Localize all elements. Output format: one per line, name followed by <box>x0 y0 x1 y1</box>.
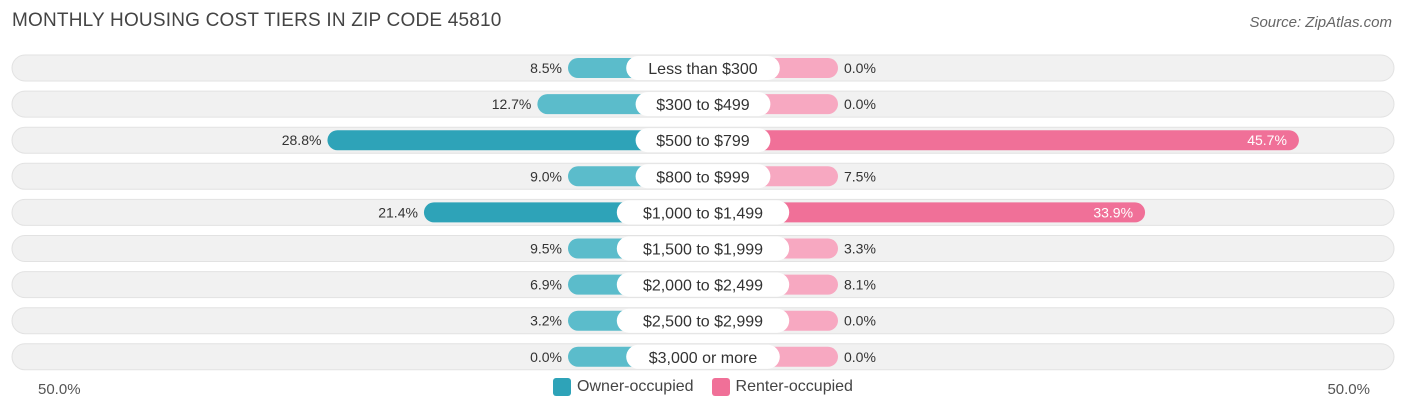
category-label: $500 to $799 <box>656 133 750 150</box>
value-label-renter: 7.5% <box>844 168 876 184</box>
value-label-owner: 9.5% <box>530 241 562 257</box>
bar-owner <box>327 130 703 151</box>
legend-label-renter: Renter-occupied <box>735 378 853 395</box>
category-pill <box>635 92 771 117</box>
value-label-owner: 6.9% <box>530 277 562 293</box>
value-label-owner: 9.0% <box>530 168 562 184</box>
category-label: $300 to $499 <box>656 97 750 114</box>
value-label-renter: 8.1% <box>844 277 876 293</box>
value-label-owner: 8.5% <box>530 60 562 76</box>
value-label-renter: 0.0% <box>844 349 876 365</box>
category-pill <box>626 56 780 80</box>
value-label-owner: 28.8% <box>282 132 322 148</box>
category-pill <box>616 308 790 333</box>
category-label: $1,500 to $1,999 <box>643 242 763 259</box>
value-label-renter: 0.0% <box>844 96 876 112</box>
bar-renter <box>703 202 1146 223</box>
bar-renter <box>703 130 1299 151</box>
legend-swatch-owner <box>553 378 572 396</box>
category-label: $1,000 to $1,499 <box>643 205 763 222</box>
category-label: $3,000 or more <box>649 350 758 367</box>
value-label-owner: 12.7% <box>492 96 532 112</box>
value-label-owner: 21.4% <box>378 204 418 220</box>
axis-right-label: 50.0% <box>1327 381 1370 398</box>
axis-left-label: 50.0% <box>38 381 81 398</box>
category-pill <box>635 164 771 189</box>
legend: Owner-occupied Renter-occupied <box>0 378 1406 396</box>
source-note: Source: ZipAtlas.com <box>1249 14 1392 31</box>
category-pill <box>626 344 780 369</box>
legend-item-renter[interactable]: Renter-occupied <box>711 378 853 396</box>
value-label-renter: 3.3% <box>844 241 876 257</box>
category-pill <box>635 128 771 153</box>
category-pill <box>616 200 790 225</box>
value-label-renter: 0.0% <box>844 313 876 329</box>
category-label: $2,000 to $2,499 <box>643 278 763 295</box>
category-label: $800 to $999 <box>656 169 750 186</box>
value-label-owner: 3.2% <box>530 313 562 329</box>
category-label: $2,500 to $2,999 <box>643 314 763 331</box>
category-label: Less than $300 <box>648 61 758 78</box>
category-pill <box>616 236 790 261</box>
chart-title: MONTHLY HOUSING COST TIERS IN ZIP CODE 4… <box>12 10 502 31</box>
legend-swatch-renter <box>711 378 730 396</box>
category-pill <box>616 272 790 297</box>
value-label-renter: 33.9% <box>1093 204 1133 220</box>
value-label-renter: 0.0% <box>844 60 876 76</box>
legend-item-owner[interactable]: Owner-occupied <box>553 378 694 396</box>
value-label-renter: 45.7% <box>1247 132 1287 148</box>
legend-label-owner: Owner-occupied <box>577 378 694 395</box>
value-label-owner: 0.0% <box>530 349 562 365</box>
